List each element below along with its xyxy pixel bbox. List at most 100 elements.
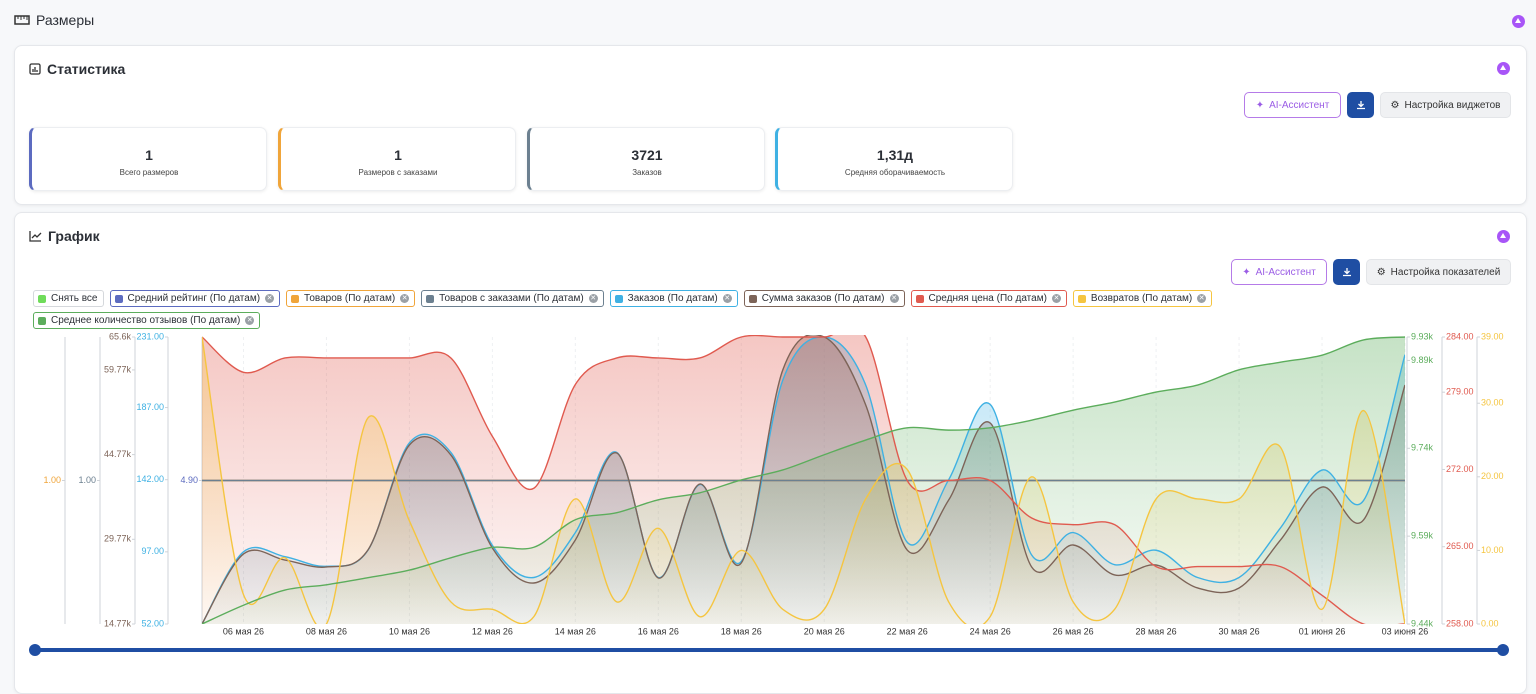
legend-remove[interactable]: ✕: [1051, 294, 1061, 303]
legend-remove[interactable]: ✕: [889, 294, 899, 303]
legend-swatch: [38, 316, 46, 325]
legend-item[interactable]: Средняя цена (По датам) ✕: [910, 290, 1067, 307]
stat-label: Заказов: [632, 168, 662, 177]
x-tick-label: 26 мая 26: [1053, 626, 1094, 636]
stat-card: 1 Всего размеров: [29, 127, 267, 191]
legend-label: Товаров с заказами (По датам): [439, 293, 584, 304]
download-icon: [1356, 101, 1365, 110]
legend-label: Возвратов (По датам): [1090, 293, 1193, 304]
legend-swatch: [38, 294, 46, 303]
series-line: [202, 336, 1405, 624]
x-tick-label: 14 мая 26: [555, 626, 596, 636]
stat-label: Всего размеров: [119, 168, 179, 177]
button-label: Настройка виджетов: [1404, 99, 1501, 111]
x-tick-label: 22 мая 26: [887, 626, 928, 636]
download-icon: [1342, 268, 1351, 277]
y-tick-label: 20.00: [1481, 471, 1504, 481]
y-tick-label: 272.00: [1446, 464, 1474, 474]
legend-label: Сумма заказов (По датам): [761, 293, 885, 304]
slider-handle[interactable]: [1497, 644, 1509, 656]
legend-label: Средний рейтинг (По датам): [127, 293, 261, 304]
button-label: AI-Ассистент: [1255, 266, 1316, 278]
legend-label: Товаров (По датам): [304, 293, 396, 304]
legend-item[interactable]: Среднее количество отзывов (По датам) ✕: [33, 312, 261, 329]
chart-icon: [29, 231, 42, 242]
y-tick-label: 9.93k: [1411, 331, 1434, 341]
legend-remove[interactable]: ✕: [245, 316, 255, 325]
collapse-button[interactable]: [1497, 62, 1510, 75]
y-tick-label: 65.6k: [109, 331, 132, 341]
x-tick-label: 18 мая 26: [721, 626, 762, 636]
y-tick-label: 29.77k: [104, 534, 132, 544]
x-tick-label: 08 мая 26: [306, 626, 347, 636]
legend-item[interactable]: Возвратов (По датам) ✕: [1072, 290, 1213, 307]
stats-title: Статистика: [47, 61, 126, 77]
legend-clear-all[interactable]: Снять все: [33, 290, 104, 307]
series-line: [202, 336, 1405, 624]
y-tick-label: 284.00: [1446, 331, 1474, 341]
legend-item[interactable]: Заказов (По датам) ✕: [609, 290, 738, 307]
legend-remove[interactable]: ✕: [1197, 294, 1207, 303]
y-tick-label: 14.77k: [104, 618, 132, 628]
legend-remove[interactable]: ✕: [265, 294, 275, 303]
legend-label: Средняя цена (По датам): [928, 293, 1047, 304]
y-tick-label: 39.00: [1481, 331, 1504, 341]
legend-remove[interactable]: ✕: [722, 294, 732, 303]
y-tick-label: 9.59k: [1411, 531, 1434, 541]
stat-label: Средняя оборачиваемость: [844, 168, 946, 177]
y-tick-label: 279.00: [1446, 387, 1474, 397]
chart-section-title: График: [48, 228, 100, 244]
series-line: [202, 335, 1405, 624]
ai-button[interactable]: ✦ AI-Ассистент: [1244, 92, 1341, 118]
legend: Снять все Средний рейтинг (По датам) ✕ Това…: [33, 290, 1213, 334]
stat-card: 3721 Заказов: [527, 127, 765, 191]
download-button[interactable]: [1333, 259, 1360, 285]
settings-button[interactable]: ⚙ Настройка виджетов: [1380, 92, 1511, 118]
legend-remove[interactable]: ✕: [588, 294, 598, 303]
legend-swatch: [748, 294, 757, 303]
x-tick-label: 10 мая 26: [389, 626, 430, 636]
download-button[interactable]: [1347, 92, 1374, 118]
page-header: Размеры: [14, 12, 94, 28]
legend-row: Среднее количество отзывов (По датам) ✕: [33, 312, 1212, 329]
legend-swatch: [1077, 294, 1086, 303]
button-label: Настройка показателей: [1390, 266, 1501, 278]
stats-icon: [29, 63, 41, 75]
legend-item[interactable]: Средний рейтинг (По датам) ✕: [109, 290, 281, 307]
y-tick-label: 142.00: [136, 474, 164, 484]
x-tick-label: 24 мая 26: [970, 626, 1011, 636]
y-tick-label: 4.90: [180, 475, 198, 485]
x-tick-label: 06 мая 26: [223, 626, 264, 636]
x-tick-label: 12 мая 26: [472, 626, 513, 636]
stat-card: 1 Размеров с заказами: [278, 127, 516, 191]
collapse-button[interactable]: [1512, 15, 1525, 28]
stat-label: Размеров с заказами: [358, 168, 438, 177]
legend-item[interactable]: Товаров (По датам) ✕: [286, 290, 416, 307]
y-tick-label: 1.00: [78, 475, 96, 485]
x-tick-label: 03 июня 26: [1382, 626, 1429, 636]
y-tick-label: 265.00: [1446, 541, 1474, 551]
y-tick-label: 187.00: [136, 402, 164, 412]
legend-swatch: [915, 294, 924, 303]
legend-swatch: [426, 294, 435, 303]
x-tick-label: 30 мая 26: [1219, 626, 1260, 636]
legend-remove[interactable]: ✕: [400, 294, 410, 303]
legend-item[interactable]: Товаров с заказами (По датам) ✕: [421, 290, 604, 307]
ai-button[interactable]: ✦ AI-Ассистент: [1231, 259, 1327, 285]
collapse-button[interactable]: [1497, 230, 1510, 243]
legend-item[interactable]: Сумма заказов (По датам) ✕: [743, 290, 905, 307]
legend-swatch: [114, 294, 123, 303]
ruler-icon: [14, 15, 30, 25]
stat-value: 1: [394, 147, 402, 163]
page-title: Размеры: [36, 12, 95, 28]
y-tick-label: 52.00: [141, 618, 164, 628]
y-tick-label: 1.00: [43, 475, 61, 485]
y-tick-label: 231.00: [136, 331, 164, 341]
settings-button[interactable]: ⚙ Настройка показателей: [1366, 259, 1511, 285]
y-tick-label: 9.89k: [1411, 355, 1434, 365]
legend-label: Снять все: [51, 293, 98, 304]
y-tick-label: 10.00: [1481, 545, 1504, 555]
slider-handle[interactable]: [29, 644, 41, 656]
